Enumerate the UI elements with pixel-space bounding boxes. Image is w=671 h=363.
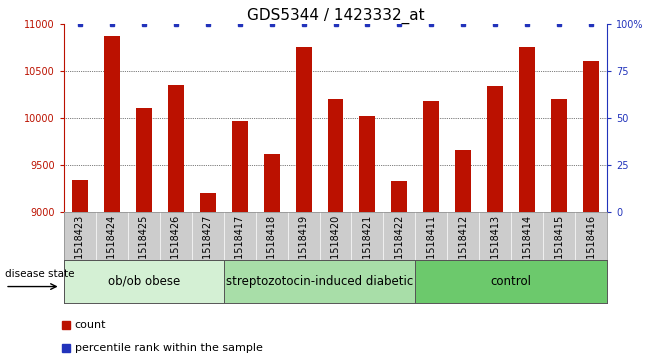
Text: GSM1518421: GSM1518421 <box>362 215 372 280</box>
Text: GSM1518415: GSM1518415 <box>554 215 564 280</box>
Text: GSM1518418: GSM1518418 <box>266 215 276 280</box>
Title: GDS5344 / 1423332_at: GDS5344 / 1423332_at <box>247 7 424 24</box>
Bar <box>327 99 344 212</box>
Bar <box>552 99 567 212</box>
Bar <box>487 86 503 212</box>
Bar <box>423 101 440 212</box>
Text: percentile rank within the sample: percentile rank within the sample <box>74 343 262 352</box>
Text: ob/ob obese: ob/ob obese <box>107 275 180 288</box>
Text: GSM1518423: GSM1518423 <box>74 215 85 280</box>
Bar <box>223 260 415 303</box>
Text: GSM1518426: GSM1518426 <box>170 215 180 280</box>
Bar <box>64 260 223 303</box>
Text: GSM1518411: GSM1518411 <box>426 215 436 280</box>
Bar <box>104 36 119 212</box>
Text: GSM1518419: GSM1518419 <box>299 215 309 280</box>
Bar <box>519 47 535 212</box>
Text: GSM1518424: GSM1518424 <box>107 215 117 280</box>
Bar <box>391 181 407 212</box>
Bar <box>264 154 280 212</box>
Text: control: control <box>491 275 532 288</box>
Text: GSM1518422: GSM1518422 <box>395 215 405 280</box>
Text: GSM1518412: GSM1518412 <box>458 215 468 280</box>
Text: GSM1518420: GSM1518420 <box>331 215 340 280</box>
Text: count: count <box>74 321 106 330</box>
Bar <box>583 61 599 212</box>
Bar <box>136 107 152 212</box>
Bar <box>456 150 471 212</box>
Bar <box>231 121 248 212</box>
Bar <box>295 47 311 212</box>
Text: GSM1518425: GSM1518425 <box>139 215 149 280</box>
Text: GSM1518414: GSM1518414 <box>522 215 532 280</box>
Text: GSM1518417: GSM1518417 <box>235 215 245 280</box>
Text: disease state: disease state <box>5 269 74 279</box>
Text: GSM1518416: GSM1518416 <box>586 215 597 280</box>
Bar <box>360 116 376 212</box>
Bar <box>168 85 184 212</box>
Text: streptozotocin-induced diabetic: streptozotocin-induced diabetic <box>226 275 413 288</box>
Bar <box>72 180 88 212</box>
Bar <box>200 193 215 212</box>
Bar <box>415 260 607 303</box>
Text: GSM1518413: GSM1518413 <box>491 215 501 280</box>
Text: GSM1518427: GSM1518427 <box>203 215 213 280</box>
